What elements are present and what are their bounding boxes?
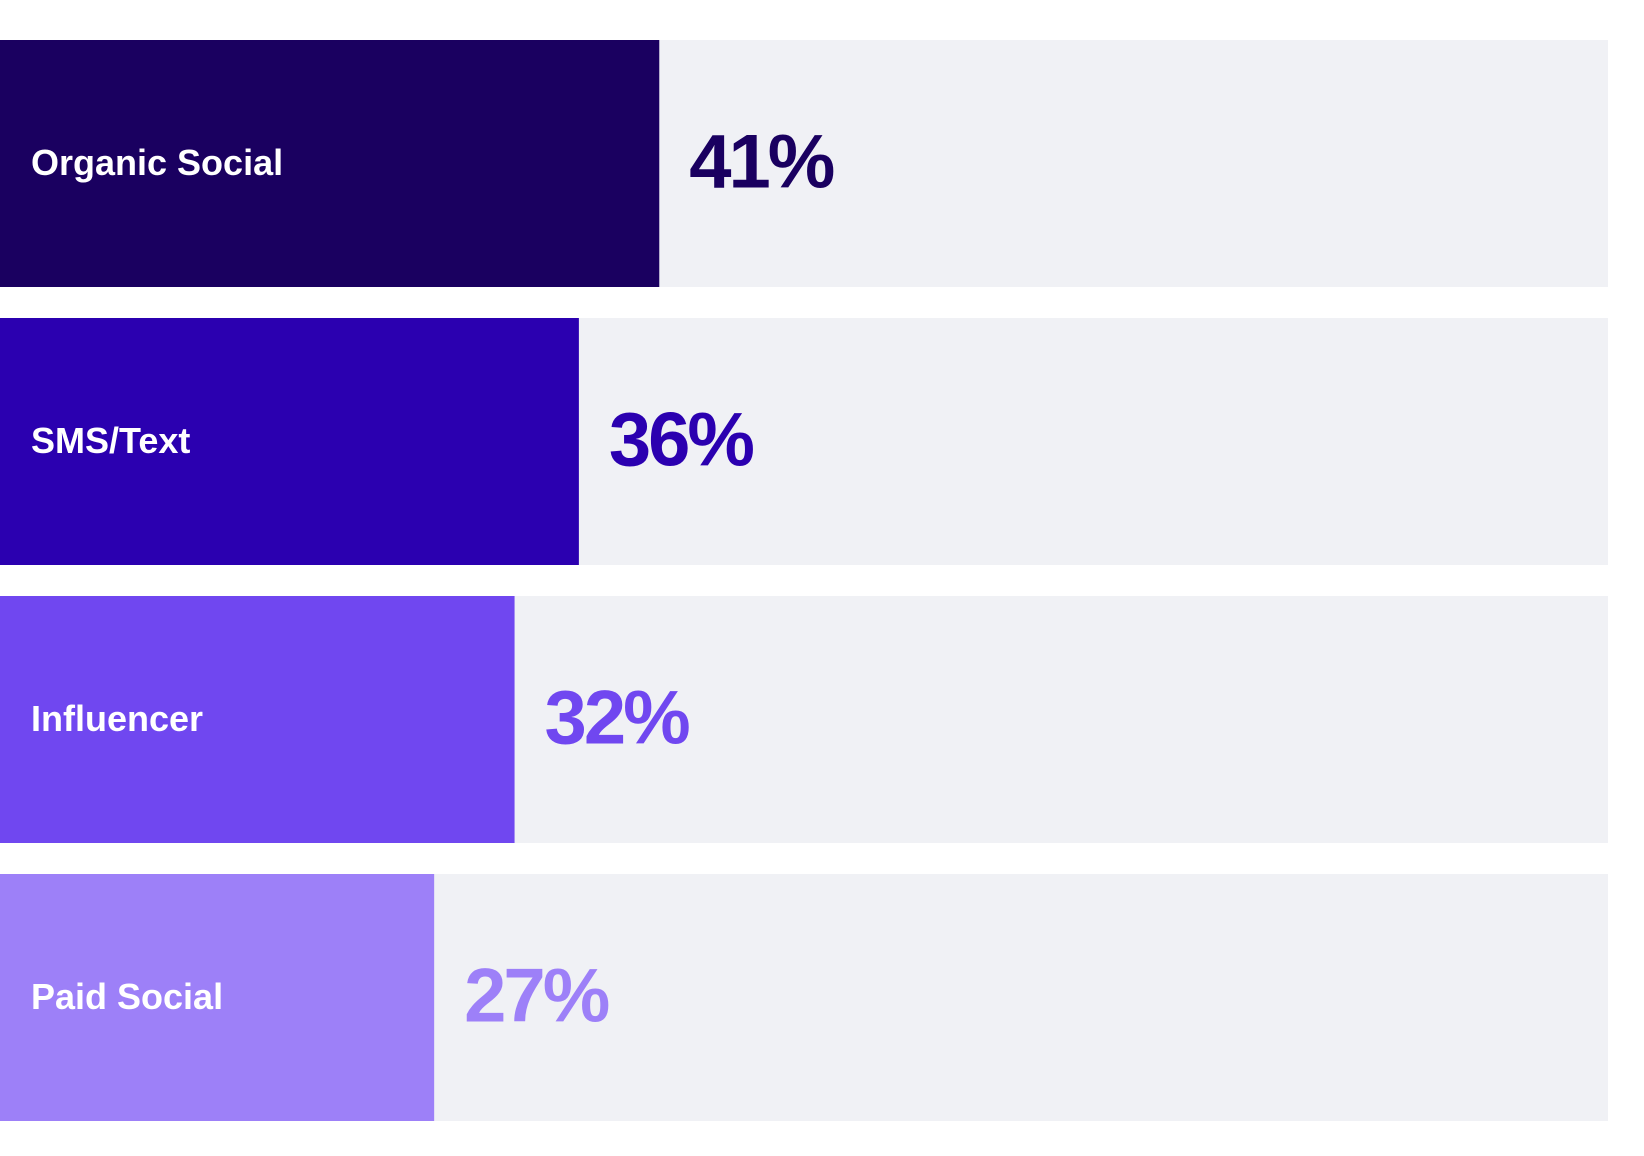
bar [0, 40, 660, 287]
category-label: SMS/Text [31, 420, 190, 461]
bar [0, 596, 515, 843]
value-label: 36% [609, 398, 754, 483]
value-label: 41% [689, 120, 834, 205]
value-label: 32% [545, 676, 690, 761]
bar [0, 318, 579, 565]
category-label: Influencer [31, 698, 203, 739]
value-label: 27% [464, 954, 609, 1039]
category-label: Paid Social [31, 976, 223, 1017]
bar [0, 874, 435, 1121]
category-label: Organic Social [31, 142, 283, 183]
